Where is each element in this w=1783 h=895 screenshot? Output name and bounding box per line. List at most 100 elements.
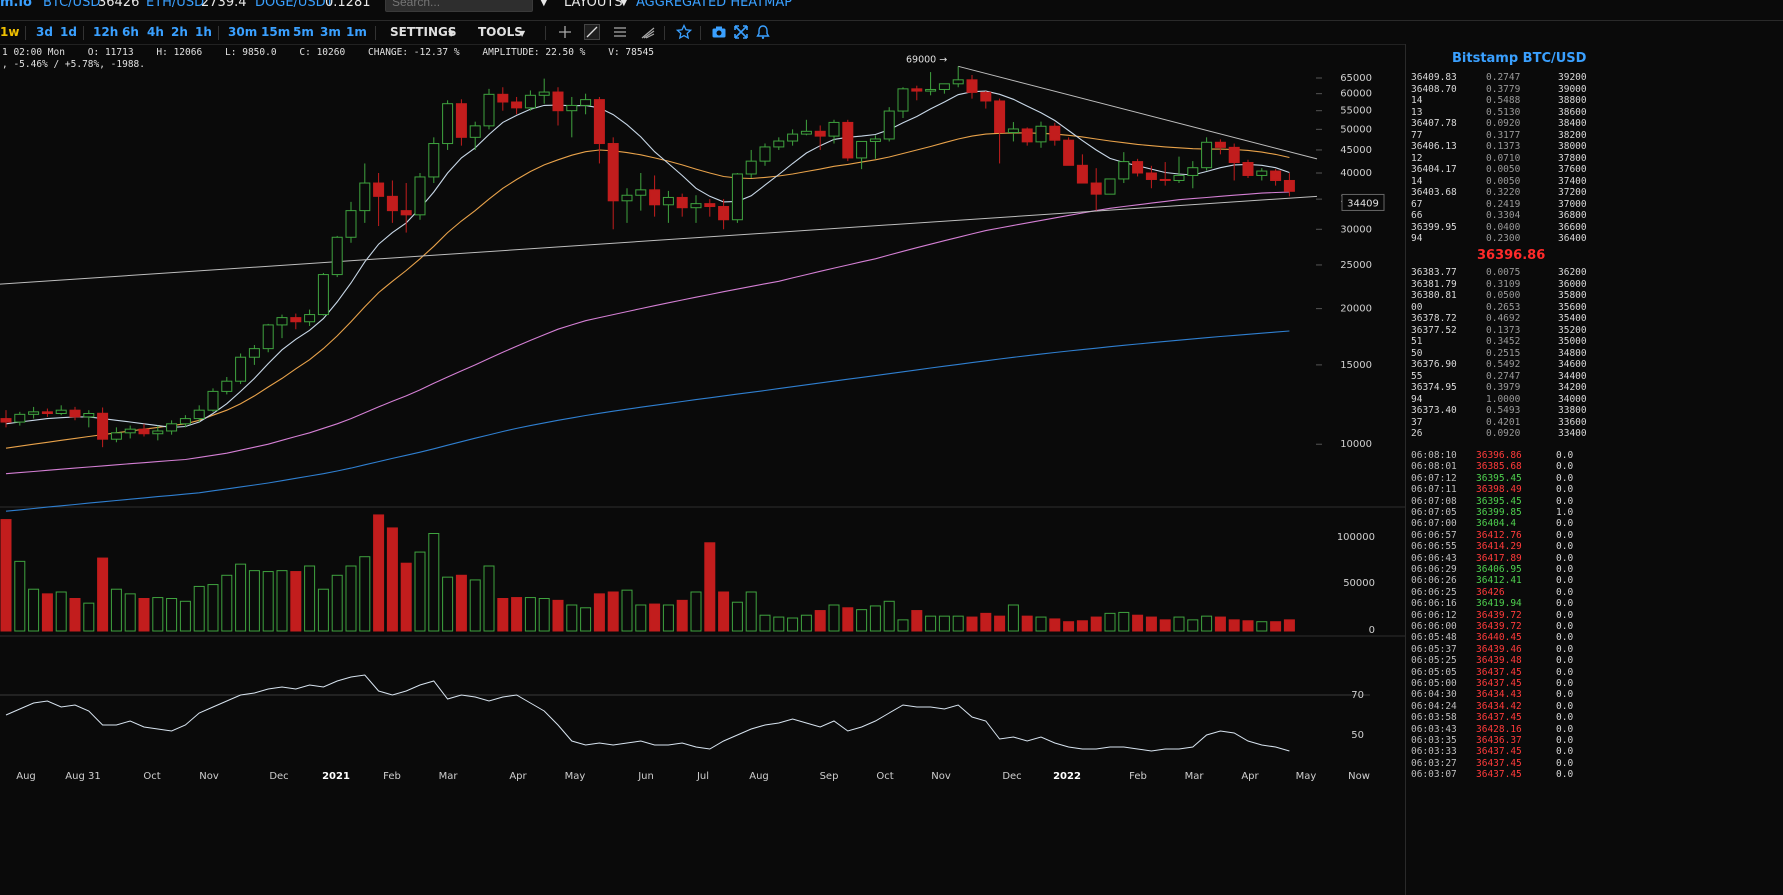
candle[interactable] bbox=[428, 137, 440, 184]
logo[interactable]: m.io bbox=[0, 0, 32, 10]
candle[interactable] bbox=[676, 193, 688, 217]
timeframe-1w[interactable]: 1w bbox=[0, 25, 20, 39]
candle[interactable] bbox=[221, 376, 233, 395]
candle[interactable] bbox=[1214, 139, 1226, 155]
star-icon[interactable] bbox=[676, 24, 692, 40]
candle[interactable] bbox=[773, 137, 785, 150]
timeframe-1d[interactable]: 1d bbox=[60, 25, 77, 39]
timeframe-1h[interactable]: 1h bbox=[195, 25, 212, 39]
candle[interactable] bbox=[1187, 161, 1199, 189]
candle[interactable] bbox=[745, 149, 757, 178]
timeframe-3m[interactable]: 3m bbox=[320, 25, 341, 39]
lines-icon[interactable] bbox=[612, 24, 628, 40]
search-input[interactable] bbox=[385, 0, 533, 12]
candle[interactable] bbox=[1104, 178, 1116, 195]
candle[interactable] bbox=[179, 415, 191, 428]
candle[interactable] bbox=[1201, 137, 1213, 171]
candle[interactable] bbox=[1021, 127, 1033, 146]
candle[interactable] bbox=[138, 423, 150, 437]
candle[interactable] bbox=[262, 323, 274, 353]
candle[interactable] bbox=[1132, 158, 1144, 177]
candle[interactable] bbox=[1242, 159, 1254, 178]
timeframe-6h[interactable]: 6h bbox=[122, 25, 139, 39]
candle[interactable] bbox=[869, 135, 881, 159]
candle[interactable] bbox=[787, 129, 799, 146]
candle[interactable] bbox=[69, 406, 81, 421]
candle[interactable] bbox=[1283, 172, 1295, 197]
candle[interactable] bbox=[345, 201, 357, 243]
candle[interactable] bbox=[97, 407, 109, 448]
layouts-chevron-icon[interactable]: ▼ bbox=[620, 0, 628, 8]
candle[interactable] bbox=[400, 183, 412, 233]
layouts-menu[interactable]: LAYOUTS bbox=[564, 0, 623, 10]
candle[interactable] bbox=[455, 99, 467, 146]
ticker-btc-symbol[interactable]: BTC/USD bbox=[43, 0, 101, 10]
candle[interactable] bbox=[55, 405, 67, 416]
candle[interactable] bbox=[304, 309, 316, 326]
tools-chevron-icon[interactable]: ▼ bbox=[519, 29, 526, 38]
trendline-icon[interactable] bbox=[584, 24, 600, 40]
ticker-eth-symbol[interactable]: ETH/USD bbox=[146, 0, 205, 10]
candle[interactable] bbox=[1035, 121, 1047, 148]
timeframe-2h[interactable]: 2h bbox=[171, 25, 188, 39]
candle[interactable] bbox=[897, 87, 909, 118]
candle[interactable] bbox=[1076, 154, 1088, 184]
trendline-1[interactable] bbox=[0, 195, 1318, 285]
tools-menu[interactable]: TOOLS bbox=[478, 25, 523, 39]
timeframe-3d[interactable]: 3d bbox=[36, 25, 53, 39]
candle[interactable] bbox=[1256, 168, 1268, 181]
candle[interactable] bbox=[414, 172, 426, 220]
candle[interactable] bbox=[856, 140, 868, 170]
candle[interactable] bbox=[83, 410, 95, 428]
settings-menu[interactable]: SETTINGS bbox=[390, 25, 457, 39]
candle[interactable] bbox=[290, 313, 302, 330]
candle[interactable] bbox=[124, 425, 136, 439]
candle[interactable] bbox=[386, 180, 398, 223]
candle[interactable] bbox=[828, 119, 840, 144]
candle[interactable] bbox=[14, 411, 26, 426]
candle[interactable] bbox=[911, 85, 923, 101]
aggregated-heatmap-link[interactable]: AGGREGATED HEATMAP bbox=[636, 0, 793, 10]
candle[interactable] bbox=[166, 420, 178, 435]
candle[interactable] bbox=[317, 272, 329, 316]
ticker-doge-symbol[interactable]: DOGE/USDT bbox=[255, 0, 334, 10]
candle[interactable] bbox=[966, 75, 978, 99]
candle[interactable] bbox=[373, 172, 385, 227]
candle[interactable] bbox=[1228, 143, 1240, 181]
candle[interactable] bbox=[483, 88, 495, 130]
candle[interactable] bbox=[469, 121, 481, 150]
candle[interactable] bbox=[41, 408, 53, 417]
candle[interactable] bbox=[497, 87, 509, 111]
candle[interactable] bbox=[511, 96, 523, 115]
candle[interactable] bbox=[276, 314, 288, 339]
candle[interactable] bbox=[359, 163, 371, 223]
timeframe-12h[interactable]: 12h bbox=[93, 25, 119, 39]
timeframe-30m[interactable]: 30m bbox=[228, 25, 258, 39]
candle[interactable] bbox=[1049, 122, 1061, 146]
bell-icon[interactable] bbox=[755, 24, 771, 40]
trendline-2[interactable] bbox=[958, 65, 1318, 160]
candle[interactable] bbox=[621, 188, 633, 223]
candle[interactable] bbox=[718, 199, 730, 230]
candle[interactable] bbox=[28, 406, 40, 419]
candle[interactable] bbox=[1270, 169, 1282, 186]
candle[interactable] bbox=[980, 91, 992, 109]
timeframe-4h[interactable]: 4h bbox=[147, 25, 164, 39]
candle[interactable] bbox=[524, 90, 536, 111]
candle[interactable] bbox=[800, 119, 812, 136]
candle[interactable] bbox=[1063, 137, 1075, 166]
candle[interactable] bbox=[248, 345, 260, 365]
candle[interactable] bbox=[193, 405, 205, 423]
candle[interactable] bbox=[152, 425, 164, 441]
fib-icon[interactable] bbox=[640, 24, 656, 40]
candle[interactable] bbox=[1145, 165, 1157, 189]
candle[interactable] bbox=[331, 235, 343, 278]
candle[interactable] bbox=[635, 172, 647, 211]
candle[interactable] bbox=[649, 175, 661, 217]
candle[interactable] bbox=[593, 96, 605, 164]
candle[interactable] bbox=[883, 107, 895, 142]
candle[interactable] bbox=[994, 98, 1006, 164]
candle[interactable] bbox=[442, 100, 454, 150]
candle[interactable] bbox=[938, 83, 950, 94]
candle[interactable] bbox=[662, 190, 674, 223]
